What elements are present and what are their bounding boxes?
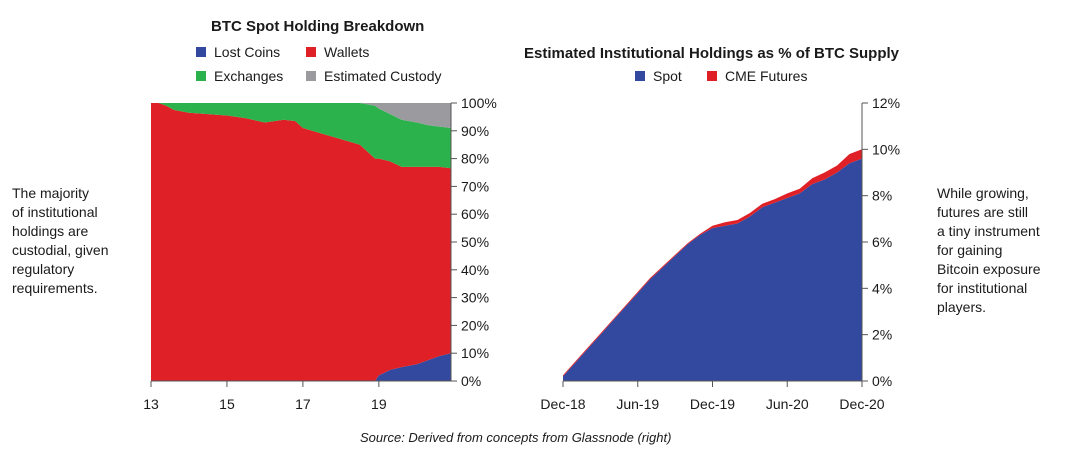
x-tick-label: 19 [371, 396, 387, 412]
y-tick-label: 40% [461, 262, 489, 278]
left-annotation: The majority of institutional holdings a… [12, 185, 109, 296]
legend-label-estimated-custody: Estimated Custody [324, 68, 442, 84]
area-spot [563, 158, 862, 381]
legend-swatch-spot [635, 71, 645, 81]
y-tick-label: 0% [461, 373, 481, 389]
legend-wallets: Wallets [306, 44, 369, 60]
right-chart: 0% 2% 4% 6% 8% 10% 12% Dec-18 Jun-19 Dec-19 Jun-20… [540, 95, 900, 412]
legend-swatch-wallets [306, 47, 316, 57]
y-tick-label: 60% [461, 206, 489, 222]
legend-swatch-estimated-custody [306, 71, 316, 81]
legend-cme-futures: CME Futures [707, 68, 807, 84]
y-tick-label: 70% [461, 178, 489, 194]
y-tick-label: 90% [461, 123, 489, 139]
x-tick-label: 17 [295, 396, 311, 412]
legend-lost-coins: Lost Coins [196, 44, 280, 60]
x-tick-label: Dec-18 [540, 396, 585, 412]
legend-exchanges: Exchanges [196, 68, 283, 84]
legend-label-cme-futures: CME Futures [725, 68, 808, 84]
legend-spot: Spot [635, 68, 682, 84]
y-tick-label: 8% [872, 188, 892, 204]
x-tick-label: 15 [219, 396, 235, 412]
y-tick-label: 10% [872, 141, 900, 157]
y-tick-label: 100% [461, 95, 497, 111]
legend-label-spot: Spot [653, 68, 682, 84]
left-chart-title: BTC Spot Holding Breakdown [211, 18, 425, 35]
x-tick-label: Dec-20 [839, 396, 884, 412]
y-tick-label: 6% [872, 234, 892, 250]
right-chart-title: Estimated Institutional Holdings as % of… [524, 45, 900, 62]
y-tick-label: 0% [872, 373, 892, 389]
legend-label-exchanges: Exchanges [214, 68, 284, 84]
y-tick-label: 20% [461, 317, 489, 333]
x-tick-label: 13 [143, 396, 159, 412]
area-wallets [151, 103, 451, 381]
y-tick-label: 30% [461, 290, 489, 306]
y-tick-label: 4% [872, 280, 892, 296]
x-tick-label: Jun-19 [616, 396, 659, 412]
legend-estimated-custody: Estimated Custody [306, 68, 442, 84]
legend-swatch-lost-coins [196, 47, 206, 57]
left-chart: 0% 10% 20% 30% 40% 50% 60% 70% 80% 90% 100% 13 15 17 1… [143, 95, 497, 412]
y-tick-label: 50% [461, 234, 489, 250]
right-annotation: While growing, futures are still a tiny … [937, 185, 1041, 315]
legend-label-wallets: Wallets [324, 44, 370, 60]
x-tick-label: Jun-20 [766, 396, 809, 412]
legend-swatch-cme-futures [707, 71, 717, 81]
source-note: Source: Derived from concepts from Glass… [360, 430, 672, 445]
y-tick-label: 80% [461, 151, 489, 167]
area-lost-coins [151, 353, 451, 381]
y-tick-label: 10% [461, 345, 489, 361]
y-tick-label: 12% [872, 95, 900, 111]
legend-label-lost-coins: Lost Coins [214, 44, 281, 60]
area-estimated-custody [151, 103, 451, 128]
y-tick-label: 2% [872, 327, 892, 343]
area-exchanges [151, 103, 451, 169]
legend-swatch-exchanges [196, 71, 206, 81]
x-tick-label: Dec-19 [690, 396, 735, 412]
area-cme-futures [563, 149, 862, 377]
